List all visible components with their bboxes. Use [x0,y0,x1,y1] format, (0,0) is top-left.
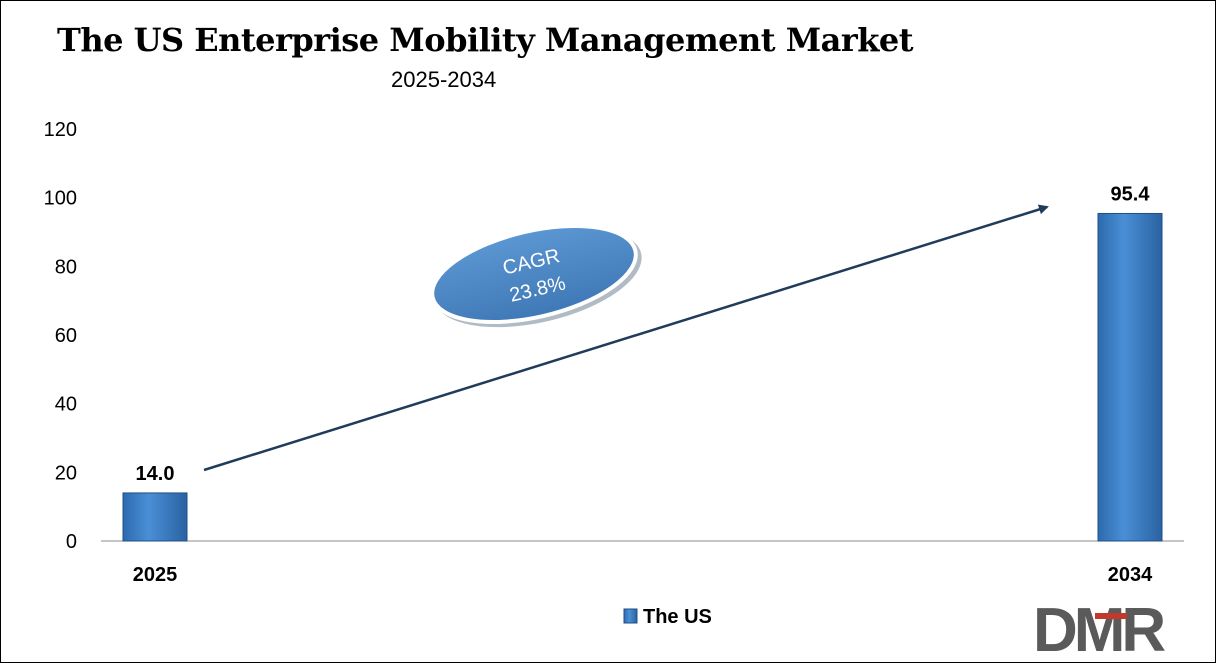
bars-group: 14.0 95.4 [122,183,1163,542]
y-tick-label: 80 [55,256,77,278]
cagr-badge: CAGR 23.8% [430,224,642,328]
x-tick-label-2025: 2025 [133,564,178,586]
cagr-arrow [203,204,1049,472]
bar-2025 [122,492,188,542]
x-axis-labels: 2025 2034 [133,564,1153,586]
legend-label: The US [643,606,712,628]
legend-swatch [623,608,638,624]
chart-subtitle: 2025-2034 [391,67,497,92]
y-tick-label: 40 [55,394,77,416]
dmr-logo-text: DMR [1033,601,1165,657]
data-label-2025: 14.0 [136,463,175,485]
y-axis: 0 20 40 60 80 100 120 [44,119,77,553]
data-label-2034: 95.4 [1111,183,1151,205]
cagr-ellipse [430,224,638,324]
dmr-logo: DMR [1033,601,1169,657]
y-tick-label: 0 [66,531,77,553]
bar-2034 [1097,212,1163,542]
chart-title: The US Enterprise Mobility Management Ma… [57,21,914,59]
y-tick-label: 60 [55,325,77,347]
y-tick-label: 100 [44,188,77,210]
x-tick-label-2034: 2034 [1108,564,1153,586]
y-tick-label: 120 [44,119,77,141]
legend: The US [623,606,712,628]
y-tick-label: 20 [55,462,77,484]
